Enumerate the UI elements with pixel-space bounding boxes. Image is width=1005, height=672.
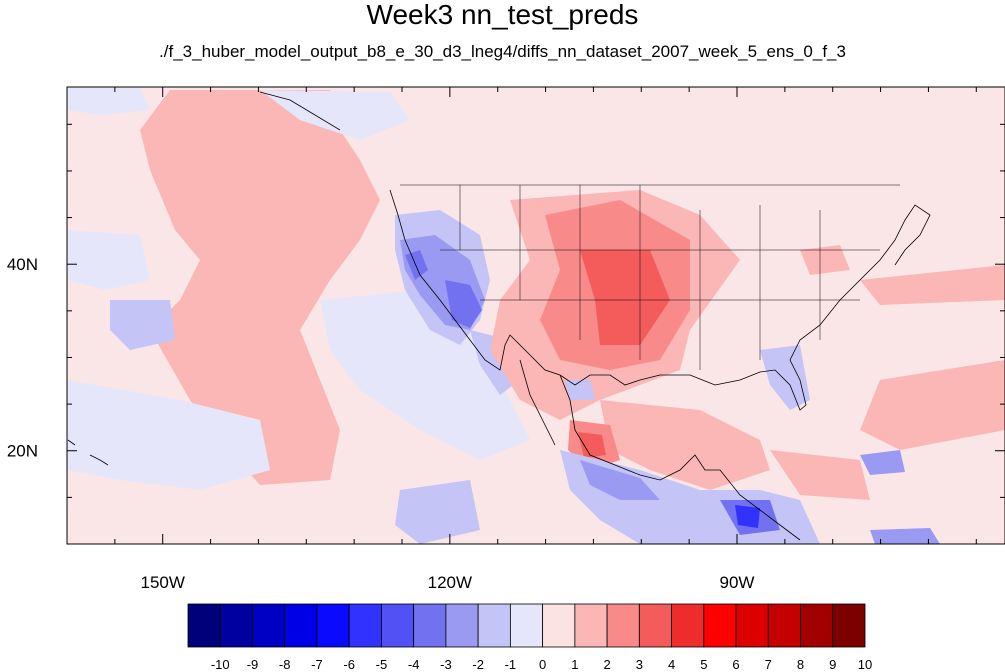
- colorbar-swatch: [574, 603, 608, 648]
- state-boundaries: [400, 184, 900, 370]
- positive-anomaly-region: [860, 360, 1005, 450]
- negative-anomaly-region: [580, 460, 660, 500]
- colorbar-label: -7: [311, 657, 323, 672]
- positive-anomaly-region: [800, 245, 850, 275]
- colorbar-swatch: [413, 603, 447, 648]
- colorbar-label: 0: [539, 657, 546, 672]
- colorbar-label: -8: [279, 657, 291, 672]
- colorbar-label: -9: [247, 657, 259, 672]
- negative-anomaly-region: [735, 505, 760, 528]
- negative-anomaly-region: [395, 480, 480, 544]
- negative-anomaly-region: [760, 345, 810, 410]
- colorbar-label: 3: [636, 657, 643, 672]
- colorbar-swatch: [477, 603, 511, 648]
- colorbar-label: -10: [211, 657, 230, 672]
- colorbar-swatch: [187, 603, 221, 648]
- colorbar-swatch: [767, 603, 801, 648]
- colorbar-label: 10: [858, 657, 872, 672]
- colorbar-swatch: [219, 603, 253, 648]
- colorbar-swatch: [542, 603, 576, 648]
- axis-ticks: 150W 120W 90W 40N 20N: [7, 87, 1005, 592]
- colorbar-swatch: [735, 603, 769, 648]
- negative-anomaly-region: [110, 300, 175, 350]
- lon-tick-label: 90W: [720, 573, 755, 592]
- colorbar-swatch: [638, 603, 672, 648]
- colorbar: [187, 603, 866, 648]
- lon-tick-label: 150W: [141, 573, 185, 592]
- positive-anomaly-region: [580, 250, 670, 345]
- colorbar-label: -3: [440, 657, 452, 672]
- colorbar-label: -6: [343, 657, 355, 672]
- colorbar-label: 2: [603, 657, 610, 672]
- colorbar-swatch: [445, 603, 479, 648]
- colorbar-label: -2: [472, 657, 484, 672]
- positive-anomaly-region: [140, 90, 380, 485]
- map-frame: [66, 86, 1005, 545]
- colorbar-label: 8: [797, 657, 804, 672]
- map-title: Week3 nn_test_preds: [366, 0, 639, 30]
- negative-anomaly-region: [67, 380, 270, 490]
- negative-anomaly-region: [860, 450, 905, 475]
- colorbar-labels: -10 -9 -8 -7 -6 -5 -4 -3 -2 -1 0 1 2 3 4 5 6 7 8 9 10: [211, 657, 872, 672]
- negative-anomaly-region: [67, 230, 150, 290]
- colorbar-swatch: [252, 603, 286, 648]
- positive-anomaly-region: [860, 265, 1005, 305]
- negative-anomaly-region: [67, 88, 150, 115]
- colorbar-swatch: [381, 603, 415, 648]
- colorbar-label: 1: [571, 657, 578, 672]
- negative-anomaly-region: [260, 90, 410, 140]
- lon-tick-label: 120W: [428, 573, 472, 592]
- colorbar-swatch: [832, 603, 866, 648]
- negative-anomaly-region: [565, 380, 595, 400]
- colorbar-swatch: [800, 603, 834, 648]
- colorbar-swatch: [348, 603, 382, 648]
- colorbar-label: 7: [765, 657, 772, 672]
- anomaly-contours: [67, 88, 1005, 544]
- colorbar-label: 5: [700, 657, 707, 672]
- negative-anomaly-region: [405, 250, 428, 280]
- colorbar-label: 9: [829, 657, 836, 672]
- colorbar-swatch: [671, 603, 705, 648]
- colorbar-label: -4: [408, 657, 420, 672]
- colorbar-label: 4: [668, 657, 675, 672]
- colorbar-swatch: [703, 603, 737, 648]
- colorbar-swatch: [316, 603, 350, 648]
- colorbar-label: -5: [376, 657, 388, 672]
- positive-anomaly-region: [770, 450, 870, 500]
- lat-tick-label: 20N: [7, 442, 38, 461]
- colorbar-label: -1: [505, 657, 517, 672]
- negative-anomaly-region: [445, 280, 482, 328]
- lat-tick-label: 40N: [7, 255, 38, 274]
- negative-anomaly-region: [320, 290, 530, 460]
- positive-anomaly-region: [600, 400, 770, 490]
- colorbar-swatch: [509, 603, 544, 648]
- colorbar-label: 6: [732, 657, 739, 672]
- colorbar-swatch: [606, 603, 640, 648]
- positive-anomaly-region: [578, 432, 606, 458]
- map-subtitle: ./f_3_huber_model_output_b8_e_30_d3_lneg…: [159, 42, 846, 61]
- negative-anomaly-region: [870, 528, 940, 544]
- coastline: [67, 91, 931, 541]
- colorbar-swatch: [284, 603, 318, 648]
